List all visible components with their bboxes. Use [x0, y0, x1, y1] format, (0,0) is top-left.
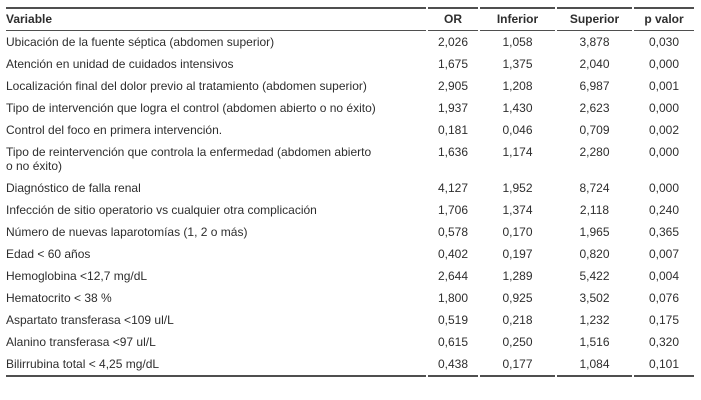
table-header-row: Variable OR Inferior Superior p valor — [6, 7, 694, 31]
cell-superior: 5,422 — [579, 269, 610, 283]
cell-or: 2,026 — [437, 35, 469, 49]
table-row: Número de nuevas laparotomías (1, 2 o má… — [6, 221, 694, 243]
cell-inferior: 1,375 — [502, 57, 533, 71]
cell-superior: 1,232 — [579, 313, 610, 327]
cell-variable: Tipo de reintervención que controla la e… — [6, 145, 372, 173]
cell-variable: Edad < 60 años — [6, 247, 91, 261]
table-row: Infección de sitio operatorio vs cualqui… — [6, 199, 694, 221]
cell-inferior: 1,058 — [502, 35, 533, 49]
cell-p-valor: 0,365 — [648, 225, 680, 239]
cell-variable: Localización final del dolor previo al t… — [6, 79, 367, 93]
cell-or: 1,706 — [437, 203, 469, 217]
table-row: Bilirrubina total < 4,25 mg/dL 0,438 0,177… — [6, 353, 694, 377]
cell-variable: Control del foco en primera intervención… — [6, 123, 223, 137]
cell-or: 4,127 — [437, 181, 469, 195]
cell-superior: 1,516 — [579, 335, 610, 349]
cell-inferior: 0,250 — [502, 335, 533, 349]
cell-superior: 1,965 — [579, 225, 610, 239]
cell-p-valor: 0,101 — [634, 353, 694, 377]
cell-p-valor: 0,175 — [648, 313, 680, 327]
table-row: Alanino transferasa <97 ul/L 0,615 0,250 1,… — [6, 331, 694, 353]
cell-variable: Aspartato transferasa <109 ul/L — [6, 313, 174, 327]
cell-superior: 6,987 — [579, 79, 610, 93]
cell-p-valor: 0,001 — [648, 79, 680, 93]
cell-p-valor: 0,002 — [648, 123, 680, 137]
table-row: Tipo de reintervención que controla la e… — [6, 141, 694, 177]
table-row: Ubicación de la fuente séptica (abdomen … — [6, 31, 694, 53]
cell-variable: Infección de sitio operatorio vs cualqui… — [6, 203, 317, 217]
table-row: Diagnóstico de falla renal 4,127 1,952 8,72… — [6, 177, 694, 199]
cell-variable: Alanino transferasa <97 ul/L — [6, 335, 156, 349]
cell-or: 2,644 — [437, 269, 469, 283]
cell-variable: Tipo de intervención que logra el contro… — [6, 101, 376, 115]
table-row: Localización final del dolor previo al t… — [6, 75, 694, 97]
table-row: Hemoglobina <12,7 mg/dL 2,644 1,289 5,422 0,… — [6, 265, 694, 287]
cell-variable: Ubicación de la fuente séptica (abdomen … — [6, 35, 275, 49]
cell-p-valor: 0,000 — [648, 145, 680, 159]
cell-p-valor: 0,000 — [648, 181, 680, 195]
cell-inferior: 1,430 — [502, 101, 533, 115]
cell-inferior: 1,289 — [502, 269, 533, 283]
cell-variable: Diagnóstico de falla renal — [6, 181, 141, 195]
cell-inferior: 0,925 — [502, 291, 533, 305]
cell-variable: Hematocrito < 38 % — [6, 291, 112, 305]
cell-inferior: 0,218 — [502, 313, 533, 327]
cell-superior: 1,084 — [557, 353, 632, 377]
cell-inferior: 1,174 — [502, 145, 533, 159]
cell-superior: 8,724 — [579, 181, 610, 195]
table-row: Tipo de intervención que logra el contro… — [6, 97, 694, 119]
cell-or: 0,519 — [437, 313, 469, 327]
cell-variable: Atención en unidad de cuidados intensivo… — [6, 57, 234, 71]
cell-superior: 0,820 — [579, 247, 610, 261]
cell-p-valor: 0,240 — [648, 203, 680, 217]
cell-superior: 2,040 — [579, 57, 610, 71]
cell-variable: Bilirrubina total < 4,25 mg/dL — [6, 353, 426, 377]
cell-p-valor: 0,030 — [648, 35, 680, 49]
cell-or: 1,937 — [437, 101, 469, 115]
cell-inferior: 1,952 — [502, 181, 533, 195]
cell-variable: Número de nuevas laparotomías (1, 2 o má… — [6, 225, 248, 239]
cell-inferior: 0,046 — [502, 123, 533, 137]
cell-inferior: 0,197 — [502, 247, 533, 261]
cell-superior: 2,118 — [579, 203, 610, 217]
column-header-superior: Superior — [557, 7, 632, 31]
cell-or: 2,905 — [437, 79, 469, 93]
cell-or: 1,675 — [437, 57, 469, 71]
cell-or: 0,438 — [428, 353, 478, 377]
cell-superior: 3,878 — [579, 35, 610, 49]
cell-p-valor: 0,320 — [648, 335, 680, 349]
cell-inferior: 0,170 — [502, 225, 533, 239]
cell-p-valor: 0,000 — [648, 101, 680, 115]
regression-results-table: Variable OR Inferior Superior p valor Ub… — [4, 7, 696, 377]
column-header-p-valor: p valor — [634, 7, 694, 31]
table-row: Hematocrito < 38 % 1,800 0,925 3,502 0,076 — [6, 287, 694, 309]
table-row: Aspartato transferasa <109 ul/L 0,519 0,21… — [6, 309, 694, 331]
table-body: Ubicación de la fuente séptica (abdomen … — [6, 31, 694, 377]
cell-inferior: 0,177 — [480, 353, 555, 377]
cell-variable: Hemoglobina <12,7 mg/dL — [6, 269, 148, 283]
cell-or: 0,615 — [437, 335, 469, 349]
cell-or: 0,578 — [437, 225, 469, 239]
cell-or: 0,181 — [437, 123, 469, 137]
cell-superior: 2,623 — [579, 101, 610, 115]
cell-inferior: 1,374 — [502, 203, 533, 217]
cell-superior: 0,709 — [579, 123, 610, 137]
cell-or: 0,402 — [437, 247, 469, 261]
cell-p-valor: 0,007 — [648, 247, 680, 261]
column-header-or: OR — [428, 7, 478, 31]
column-header-variable: Variable — [6, 7, 426, 31]
column-header-inferior: Inferior — [480, 7, 555, 31]
cell-or: 1,636 — [437, 145, 469, 159]
cell-or: 1,800 — [437, 291, 469, 305]
cell-inferior: 1,208 — [502, 79, 533, 93]
table-row: Edad < 60 años 0,402 0,197 0,820 0,007 — [6, 243, 694, 265]
cell-p-valor: 0,004 — [648, 269, 680, 283]
table-row: Atención en unidad de cuidados intensivo… — [6, 53, 694, 75]
cell-superior: 3,502 — [579, 291, 610, 305]
cell-p-valor: 0,000 — [648, 57, 680, 71]
cell-superior: 2,280 — [579, 145, 610, 159]
table-row: Control del foco en primera intervención… — [6, 119, 694, 141]
cell-p-valor: 0,076 — [648, 291, 680, 305]
